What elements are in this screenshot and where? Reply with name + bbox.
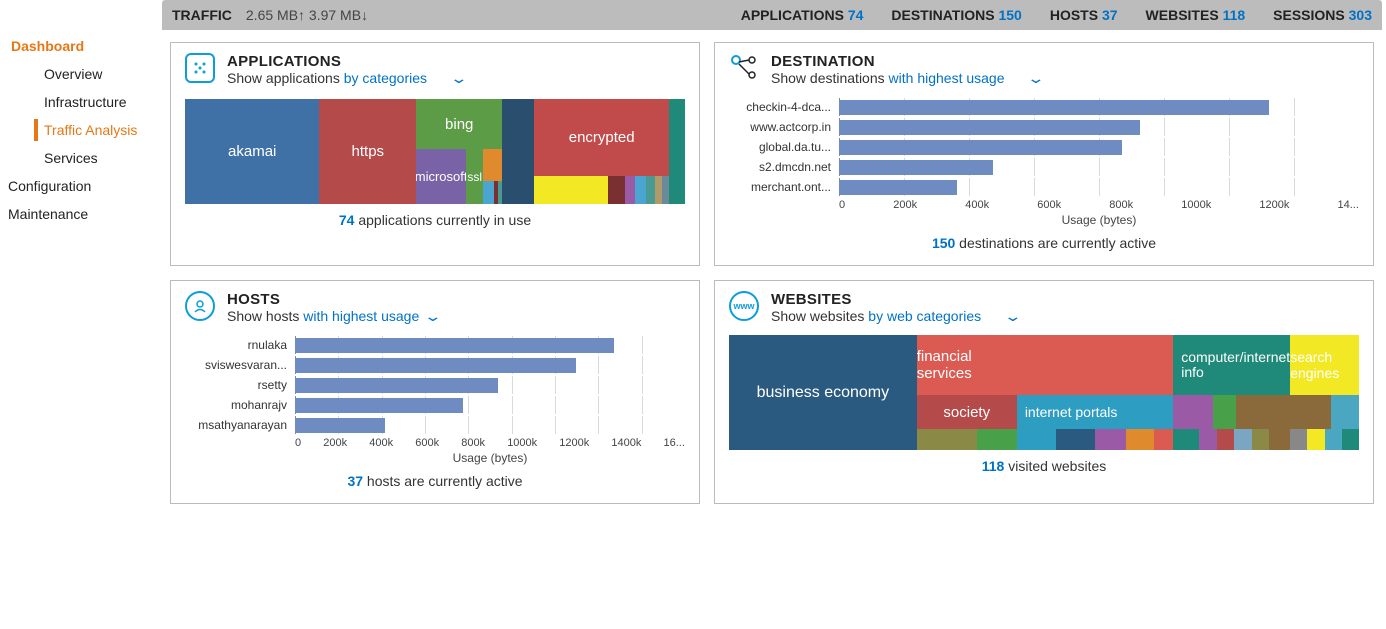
- metric-destinations[interactable]: DESTINATIONS 150: [891, 7, 1021, 23]
- metric-websites[interactable]: WEBSITES 118: [1146, 7, 1246, 23]
- applications-title: APPLICATIONS: [227, 53, 465, 70]
- destination-card: DESTINATION Show destinations with highe…: [714, 42, 1374, 266]
- applications-icon: [185, 53, 215, 83]
- metric-sessions[interactable]: SESSIONS 303: [1273, 7, 1372, 23]
- chevron-down-icon[interactable]: ⌄: [1003, 308, 1022, 325]
- applications-card: APPLICATIONS Show applications by catego…: [170, 42, 700, 266]
- websites-title: WEBSITES: [771, 291, 1019, 308]
- chevron-down-icon[interactable]: ⌄: [424, 308, 443, 325]
- applications-footer: 74 applications currently in use: [185, 212, 685, 228]
- websites-card: www WEBSITES Show websites by web catego…: [714, 280, 1374, 504]
- nav-services[interactable]: Services: [0, 144, 158, 172]
- websites-treemap[interactable]: business economyfinancial servicessociet…: [729, 335, 1359, 450]
- websites-icon: www: [729, 291, 759, 321]
- hosts-filter[interactable]: Show hosts with highest usage ⌄: [227, 308, 439, 325]
- websites-footer: 118 visited websites: [729, 458, 1359, 474]
- destination-filter[interactable]: Show destinations with highest usage ⌄: [771, 70, 1042, 87]
- traffic-values: 2.65 MB↑ 3.97 MB↓: [246, 7, 368, 23]
- nav-configuration[interactable]: Configuration: [0, 172, 158, 200]
- sidebar: Dashboard Overview Infrastructure Traffi…: [0, 0, 158, 516]
- destination-title: DESTINATION: [771, 53, 1042, 70]
- metric-applications[interactable]: APPLICATIONS 74: [741, 7, 864, 23]
- websites-filter[interactable]: Show websites by web categories ⌄: [771, 308, 1019, 325]
- hosts-chart: rnulakasviswesvaran...rsettymohanrajvmsa…: [185, 335, 685, 465]
- nav-dashboard[interactable]: Dashboard: [0, 32, 158, 60]
- chevron-down-icon[interactable]: ⌄: [449, 70, 468, 87]
- hosts-icon: [185, 291, 215, 321]
- hosts-title: HOSTS: [227, 291, 439, 308]
- nav-infrastructure[interactable]: Infrastructure: [0, 88, 158, 116]
- summary-bar: TRAFFIC 2.65 MB↑ 3.97 MB↓ APPLICATIONS 7…: [162, 0, 1382, 30]
- main-content: TRAFFIC 2.65 MB↑ 3.97 MB↓ APPLICATIONS 7…: [158, 0, 1386, 516]
- hosts-card: HOSTS Show hosts with highest usage ⌄ rn…: [170, 280, 700, 504]
- destination-chart: checkin-4-dca...www.actcorp.inglobal.da.…: [729, 97, 1359, 227]
- metric-hosts[interactable]: HOSTS 37: [1050, 7, 1118, 23]
- traffic-label: TRAFFIC: [172, 7, 232, 23]
- applications-filter[interactable]: Show applications by categories ⌄: [227, 70, 465, 87]
- applications-treemap[interactable]: akamaihttpsbingmicrosoftsslencrypted: [185, 99, 685, 204]
- chevron-down-icon[interactable]: ⌄: [1027, 70, 1046, 87]
- destination-icon: [729, 53, 759, 83]
- nav-overview[interactable]: Overview: [0, 60, 158, 88]
- nav-traffic-analysis[interactable]: Traffic Analysis: [0, 116, 158, 144]
- destination-footer: 150 destinations are currently active: [729, 235, 1359, 251]
- nav-maintenance[interactable]: Maintenance: [0, 200, 158, 228]
- hosts-footer: 37 hosts are currently active: [185, 473, 685, 489]
